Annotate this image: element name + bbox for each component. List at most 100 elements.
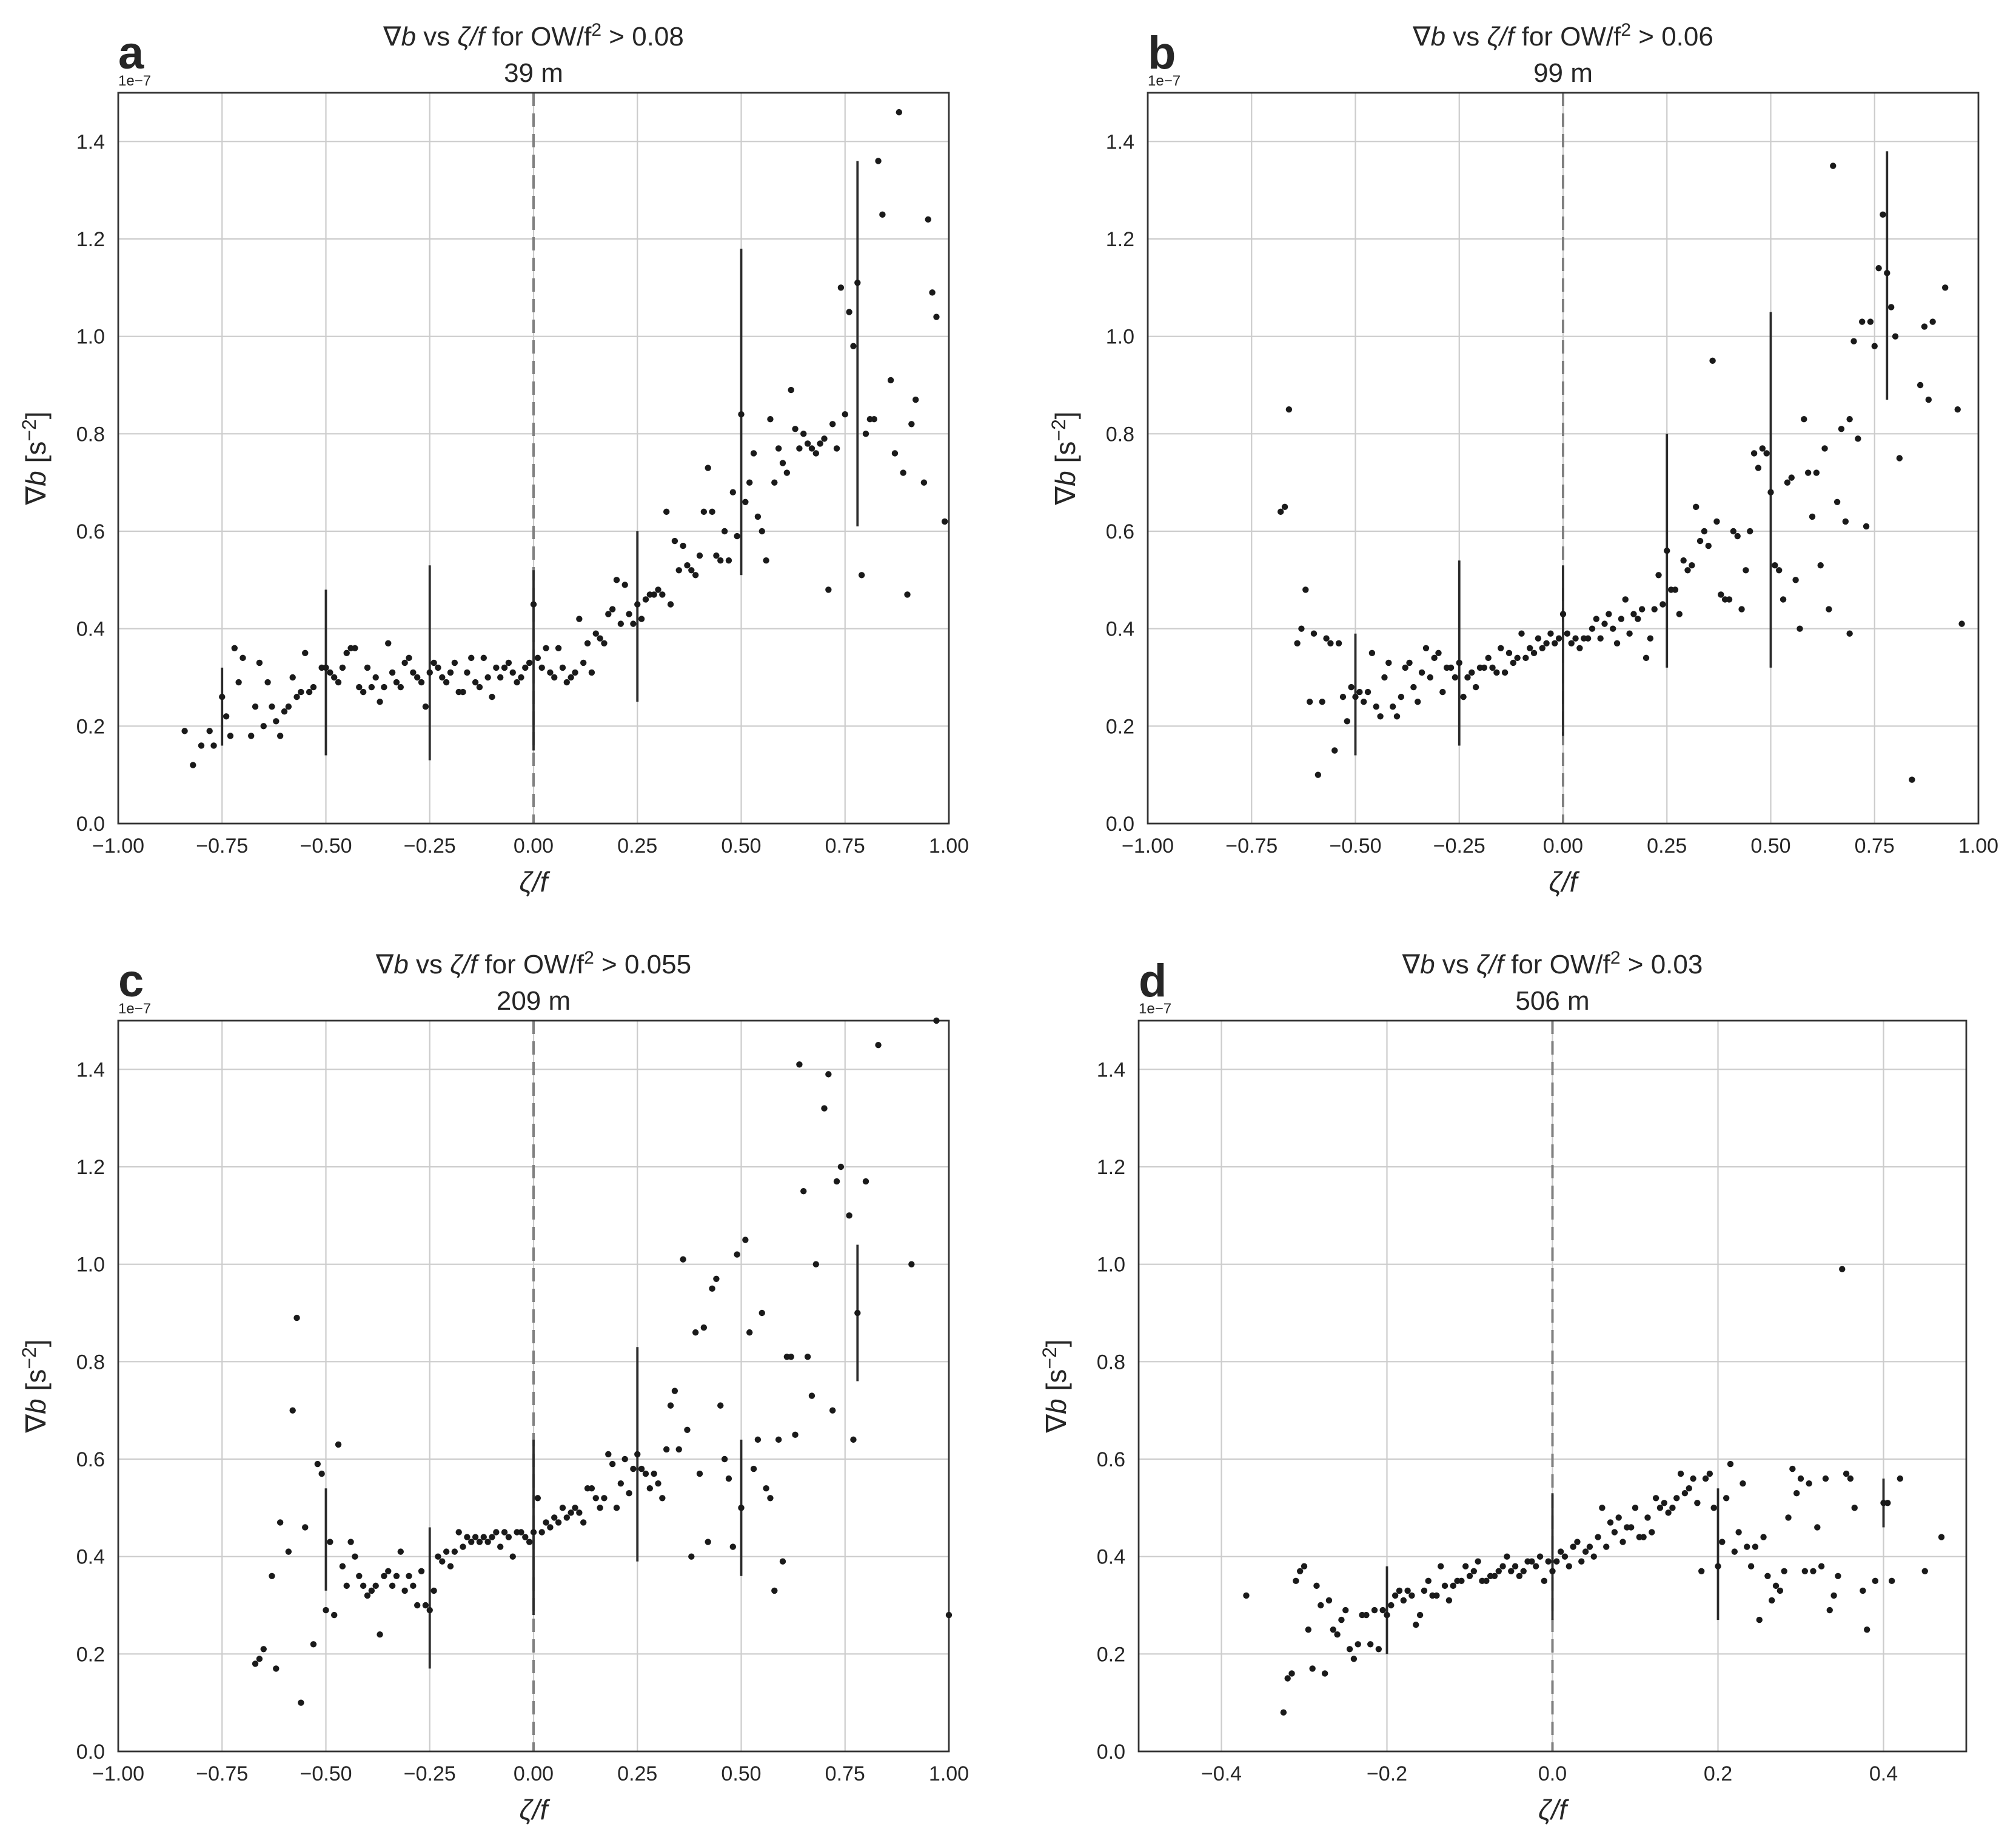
- data-point: [1735, 1529, 1742, 1536]
- data-point: [638, 1465, 645, 1472]
- y-axis-label: ∇b [s−2]: [18, 1339, 52, 1433]
- data-point: [879, 211, 886, 218]
- data-point: [1352, 693, 1359, 700]
- data-point: [742, 1237, 749, 1243]
- data-point: [1381, 674, 1388, 681]
- data-point: [522, 664, 529, 671]
- data-point: [1772, 562, 1778, 569]
- data-point: [1561, 1553, 1569, 1560]
- data-point: [1418, 669, 1425, 676]
- data-point: [443, 679, 450, 686]
- data-point: [1818, 1563, 1825, 1569]
- data-point: [1388, 1602, 1395, 1609]
- data-point: [1348, 683, 1355, 691]
- data-point: [1709, 357, 1716, 364]
- data-point: [775, 1436, 782, 1443]
- data-point: [1689, 562, 1695, 569]
- data-point: [435, 1553, 441, 1560]
- data-point: [1649, 1529, 1655, 1536]
- title-exponent: 2: [1610, 948, 1621, 968]
- data-point: [1851, 1505, 1858, 1511]
- data-point: [1435, 650, 1442, 657]
- data-point: [410, 669, 417, 676]
- y-tick-label: 0.0: [1106, 813, 1134, 836]
- data-point: [235, 679, 242, 686]
- data-point: [1553, 1558, 1560, 1565]
- data-point: [276, 1519, 284, 1526]
- data-point: [717, 557, 724, 564]
- data-point: [364, 1592, 371, 1599]
- data-point: [1872, 1577, 1879, 1585]
- title-zeta: ζ/f: [458, 22, 488, 52]
- data-point: [858, 572, 865, 579]
- data-point: [472, 679, 479, 686]
- data-point: [1640, 1534, 1647, 1540]
- data-point: [451, 659, 458, 666]
- data-point: [418, 679, 425, 686]
- data-point: [871, 416, 877, 423]
- data-point: [281, 708, 288, 715]
- data-point: [1590, 1553, 1597, 1560]
- data-point: [597, 635, 603, 642]
- data-point: [522, 1534, 529, 1540]
- data-point: [352, 645, 358, 652]
- data-point: [796, 1061, 803, 1068]
- data-point: [1731, 1548, 1738, 1555]
- data-point: [875, 158, 882, 164]
- data-point: [1298, 625, 1305, 632]
- data-point: [1425, 1577, 1432, 1585]
- data-point: [651, 591, 657, 598]
- y-label-unit: [s: [20, 1369, 52, 1399]
- data-point: [1391, 1592, 1399, 1599]
- data-point: [1785, 1514, 1792, 1521]
- y-label-close: ]: [20, 411, 52, 419]
- data-point: [621, 1455, 628, 1463]
- data-point: [1693, 503, 1700, 511]
- data-point: [763, 557, 769, 564]
- data-point: [1611, 1529, 1618, 1536]
- data-point: [509, 669, 516, 676]
- data-point: [601, 1495, 608, 1502]
- y-label-variable: b: [20, 1398, 52, 1414]
- data-point: [1793, 1490, 1800, 1497]
- data-point: [613, 1505, 620, 1511]
- y-label-unit: [s: [1040, 1369, 1072, 1399]
- data-point: [1285, 406, 1293, 413]
- chart-title-depth: 39 m: [504, 58, 563, 88]
- data-point: [1489, 664, 1496, 671]
- data-point: [1406, 659, 1413, 666]
- data-point: [256, 1656, 263, 1662]
- y-tick-label: 1.4: [76, 130, 105, 153]
- x-tick-label: 0.75: [1855, 834, 1895, 858]
- data-point: [605, 1451, 612, 1458]
- data-point: [1539, 645, 1545, 652]
- data-point: [538, 1529, 545, 1536]
- data-point: [788, 386, 794, 394]
- data-point: [1780, 596, 1787, 603]
- data-point: [750, 450, 757, 457]
- data-point: [1896, 455, 1903, 462]
- data-point: [1568, 640, 1575, 646]
- y-label-nabla: ∇: [20, 1414, 52, 1434]
- y-label-variable: b: [1050, 471, 1081, 486]
- data-point: [1938, 1534, 1945, 1540]
- data-point: [833, 445, 840, 452]
- data-point: [738, 411, 745, 418]
- data-point: [1367, 1641, 1374, 1648]
- data-point: [588, 1485, 595, 1492]
- data-point: [1545, 1558, 1552, 1565]
- data-point: [1589, 625, 1596, 632]
- data-point: [721, 528, 728, 535]
- data-point: [1776, 567, 1783, 574]
- title-variable-b: b: [1431, 22, 1445, 52]
- data-point: [1310, 630, 1318, 637]
- data-point: [401, 659, 408, 666]
- data-point: [451, 1548, 458, 1555]
- data-point: [887, 377, 894, 384]
- data-point: [1603, 1543, 1610, 1550]
- data-point: [725, 1475, 732, 1482]
- data-point: [592, 630, 599, 637]
- data-point: [1456, 659, 1462, 666]
- data-point: [1760, 1534, 1767, 1540]
